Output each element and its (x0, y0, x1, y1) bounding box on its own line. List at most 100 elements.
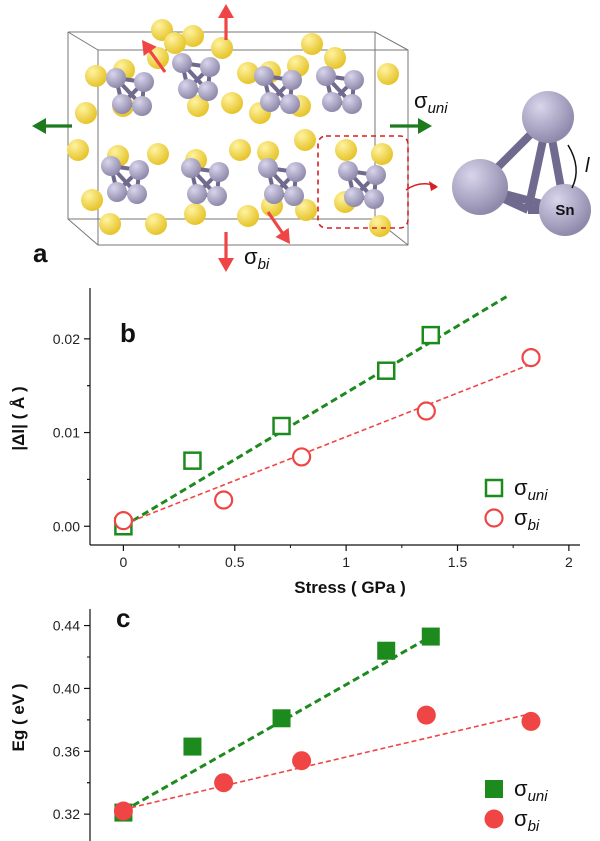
bond-length-chart: 0.00 0.01 0.02 0 0.5 1 1.5 2 Stress ( GPa ) |Δl| … (9, 288, 580, 597)
sn-cluster (181, 158, 229, 206)
enlarged-sn-atom (539, 184, 591, 236)
sigma-bi-label-symbol: σ (244, 244, 258, 269)
cell-edge-1 (374, 31, 409, 51)
enlarged-sn-atom (452, 159, 508, 215)
y-tick-label: 0.00 (53, 518, 80, 534)
data-point (291, 447, 312, 467)
legend-marker (484, 508, 504, 528)
sn-atom (282, 70, 302, 90)
s-atom (147, 143, 169, 165)
sn-atom (129, 160, 149, 180)
cell-edge-3 (67, 218, 99, 246)
y-axis-label: Eg ( eV ) (9, 683, 28, 751)
sigma-uni-label: σuni (414, 88, 448, 117)
y-axis-label: |Δl| ( Å ) (9, 386, 28, 450)
legend-label-symbol: σ (514, 505, 528, 530)
biaxial-arrow-diagonal-down-head (275, 227, 290, 244)
legend-label: σbi (514, 806, 540, 835)
y-tick-label: 0.02 (53, 331, 80, 347)
biaxial-arrow-down (218, 232, 234, 272)
biaxial-arrow-diagonal-down (266, 211, 290, 244)
uniaxial-arrow-right (390, 118, 432, 134)
panel-a-label: a (33, 238, 48, 268)
s-atom (295, 199, 317, 221)
enlarged-sn-tetrahedron: l Sn (452, 91, 591, 236)
s-atom (187, 95, 209, 117)
legend-label: σuni (514, 475, 548, 504)
fit-line (122, 295, 508, 528)
y-tick-label: 0.32 (53, 806, 80, 822)
s-atom (184, 203, 206, 225)
data-point (521, 711, 541, 731)
s-atom (377, 63, 399, 85)
s-atom (229, 139, 251, 161)
data-point (292, 751, 312, 771)
s-atom (237, 205, 259, 227)
data-point (113, 801, 133, 821)
legend-marker (484, 478, 504, 498)
data-point (376, 361, 396, 380)
biaxial-arrow-up-head (218, 4, 234, 18)
sn-atom (187, 184, 207, 204)
sn-cluster (254, 66, 302, 114)
s-atom (221, 92, 243, 114)
s-atom (164, 32, 186, 54)
sn-atom (260, 92, 280, 112)
series-σuni (114, 295, 508, 536)
biaxial-arrow-diagonal-down-shaft (266, 211, 286, 237)
sn-atom (178, 79, 198, 99)
sigma-uni-label-symbol: σ (414, 88, 428, 113)
data-point (521, 347, 541, 368)
sn-atom (322, 92, 342, 112)
series-σbi (113, 347, 541, 531)
s-atom (371, 143, 393, 165)
sn-atom (284, 186, 304, 206)
s-atom (75, 102, 97, 124)
biaxial-arrow-diagonal-up (142, 40, 167, 73)
sn-atom (181, 158, 201, 178)
legend-label-subscript: bi (528, 818, 540, 835)
y-tick-label: 0.40 (53, 680, 80, 696)
legend-label-subscript: uni (528, 788, 549, 805)
sigma-bi-label-subscript: bi (258, 256, 270, 273)
zoom-arrowhead (429, 181, 438, 191)
s-atom (182, 25, 204, 47)
fit-line (123, 363, 532, 526)
sn-atom (366, 165, 386, 185)
bond-length-label: l (585, 155, 590, 177)
s-atom (294, 129, 316, 151)
sn-atom (112, 94, 132, 114)
legend-label-symbol: σ (514, 806, 528, 831)
legend-label: σuni (514, 776, 548, 805)
sn-atom (207, 186, 227, 206)
series-σuni (114, 627, 440, 822)
biaxial-arrow-down-head (218, 258, 234, 272)
sn-atom (344, 70, 364, 90)
x-axis-label: Stress ( GPa ) (294, 578, 406, 597)
s-atom (237, 62, 259, 84)
highlight-box (317, 135, 409, 229)
data-point (183, 451, 202, 470)
sn-atom (258, 158, 278, 178)
legend-label-symbol: σ (514, 776, 528, 801)
sn-atom-label: Sn (555, 202, 574, 219)
sn-clusters (101, 53, 386, 209)
sigma-bi-label: σbi (244, 244, 270, 273)
data-point (113, 511, 134, 531)
sn-atom (364, 189, 384, 209)
sn-atom (127, 184, 147, 204)
sn-atom (209, 162, 229, 182)
sn-cluster (106, 68, 154, 116)
y-tick-label: 0.01 (53, 425, 80, 441)
uniaxial-arrow-left-head (32, 118, 46, 134)
sn-atom (342, 94, 362, 114)
legend-marker (484, 809, 504, 829)
s-atom (145, 213, 167, 235)
y-tick-label: 0.44 (53, 618, 80, 634)
s-atom (324, 47, 346, 69)
sn-atom (198, 81, 218, 101)
legend-label-subscript: bi (528, 517, 540, 534)
bond-length-bracket (567, 144, 577, 189)
